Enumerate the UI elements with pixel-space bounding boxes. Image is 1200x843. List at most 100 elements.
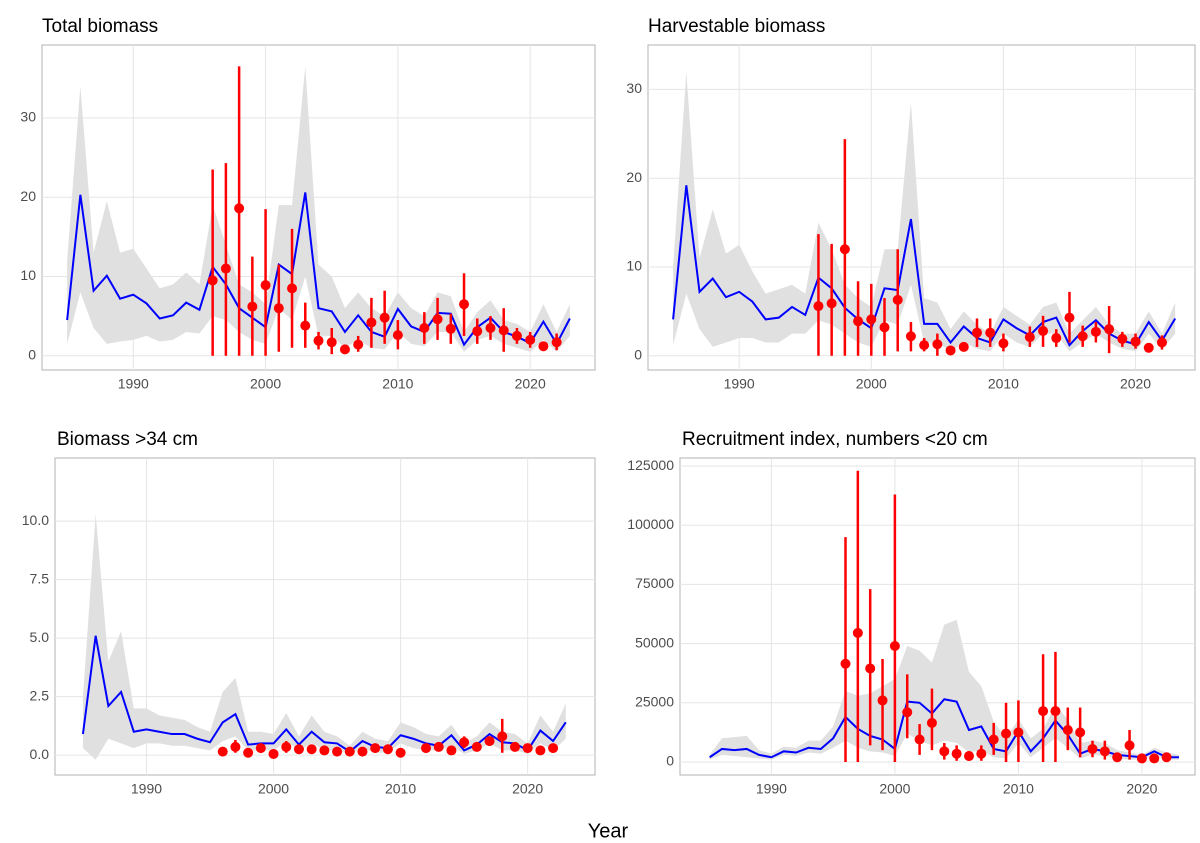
x-tick-label: 2010 (1003, 781, 1034, 797)
survey-point (892, 294, 903, 305)
y-tick-label: 10 (20, 267, 36, 283)
survey-point (1143, 342, 1154, 353)
survey-point (939, 746, 950, 757)
survey-point (313, 335, 324, 346)
x-axis-title: Year (588, 820, 629, 842)
y-tick-label: 20 (20, 188, 36, 204)
survey-point (273, 303, 284, 314)
y-tick-label: 100000 (627, 516, 674, 532)
confidence-band (709, 619, 1179, 760)
x-tick-label: 2000 (856, 376, 887, 392)
survey-point (963, 751, 974, 762)
survey-point (1112, 752, 1123, 763)
survey-point (914, 734, 925, 745)
survey-point (1136, 753, 1147, 764)
survey-point (538, 341, 549, 352)
survey-point (1090, 326, 1101, 337)
survey-point (1124, 740, 1135, 751)
survey-point (826, 298, 837, 309)
survey-point (485, 322, 496, 333)
survey-point (484, 736, 495, 747)
survey-point (852, 627, 863, 638)
survey-point (853, 316, 864, 327)
x-tick-label: 2020 (515, 376, 546, 392)
survey-point (1064, 312, 1075, 323)
x-tick-label: 1990 (118, 376, 149, 392)
survey-point (497, 731, 508, 742)
x-tick-label: 2010 (385, 781, 416, 797)
y-tick-label: 20 (626, 169, 642, 185)
y-tick-label: 0.0 (30, 746, 50, 762)
x-tick-label: 1990 (131, 781, 162, 797)
x-tick-label: 2020 (1126, 781, 1157, 797)
y-tick-label: 0 (28, 346, 36, 362)
survey-point (1050, 706, 1061, 717)
x-tick-label: 1990 (756, 781, 787, 797)
survey-point (392, 330, 403, 341)
x-tick-label: 1990 (724, 376, 755, 392)
survey-point (1077, 331, 1088, 342)
survey-point (293, 744, 304, 755)
survey-point (902, 707, 913, 718)
survey-point (958, 341, 969, 352)
survey-point (932, 339, 943, 350)
survey-point (1038, 706, 1049, 717)
survey-point (1161, 752, 1172, 763)
survey-point (522, 743, 533, 754)
x-tick-label: 2010 (988, 376, 1019, 392)
survey-point (339, 344, 350, 355)
y-tick-label: 0 (634, 346, 642, 362)
survey-point (998, 338, 1009, 349)
y-tick-label: 0 (666, 753, 674, 769)
y-tick-label: 125000 (627, 457, 674, 473)
y-tick-label: 10.0 (22, 512, 49, 528)
survey-point (366, 317, 377, 328)
survey-point (1038, 325, 1049, 336)
survey-point (445, 323, 456, 334)
survey-point (840, 658, 851, 669)
x-tick-label: 2020 (512, 781, 543, 797)
y-tick-label: 30 (20, 109, 36, 125)
x-tick-label: 2020 (1120, 376, 1151, 392)
y-tick-label: 5.0 (30, 629, 50, 645)
model-line (672, 185, 1177, 347)
survey-point (207, 275, 218, 286)
survey-point (889, 640, 900, 651)
panel-title: Recruitment index, numbers <20 cm (682, 429, 988, 450)
survey-point (509, 741, 520, 752)
survey-point (432, 314, 443, 325)
survey-point (945, 345, 956, 356)
panel-title: Harvestable biomass (648, 16, 825, 37)
survey-point (1087, 743, 1098, 754)
confidence-band (67, 66, 570, 352)
x-tick-label: 2000 (250, 376, 281, 392)
y-tick-label: 50000 (635, 634, 674, 650)
survey-point (905, 331, 916, 342)
survey-point (865, 663, 876, 674)
survey-point (353, 339, 364, 350)
survey-point (1051, 333, 1062, 344)
survey-point (300, 320, 311, 331)
y-tick-label: 10 (626, 258, 642, 274)
survey-point (217, 746, 228, 757)
survey-point (548, 743, 559, 754)
survey-point (247, 301, 258, 312)
survey-point (919, 340, 930, 351)
survey-point (319, 745, 330, 756)
survey-point (813, 301, 824, 312)
survey-point (1013, 727, 1024, 738)
panel-title: Total biomass (42, 16, 158, 37)
survey-point (1024, 332, 1035, 343)
survey-point (535, 745, 546, 756)
survey-point (281, 741, 292, 752)
x-tick-label: 2000 (879, 781, 910, 797)
y-tick-label: 30 (626, 80, 642, 96)
survey-point (395, 747, 406, 758)
survey-point (459, 299, 470, 310)
survey-point (1075, 727, 1086, 738)
survey-point (287, 283, 298, 294)
panel-title: Biomass >34 cm (57, 429, 198, 450)
survey-point (525, 334, 536, 345)
survey-point (1001, 728, 1012, 739)
